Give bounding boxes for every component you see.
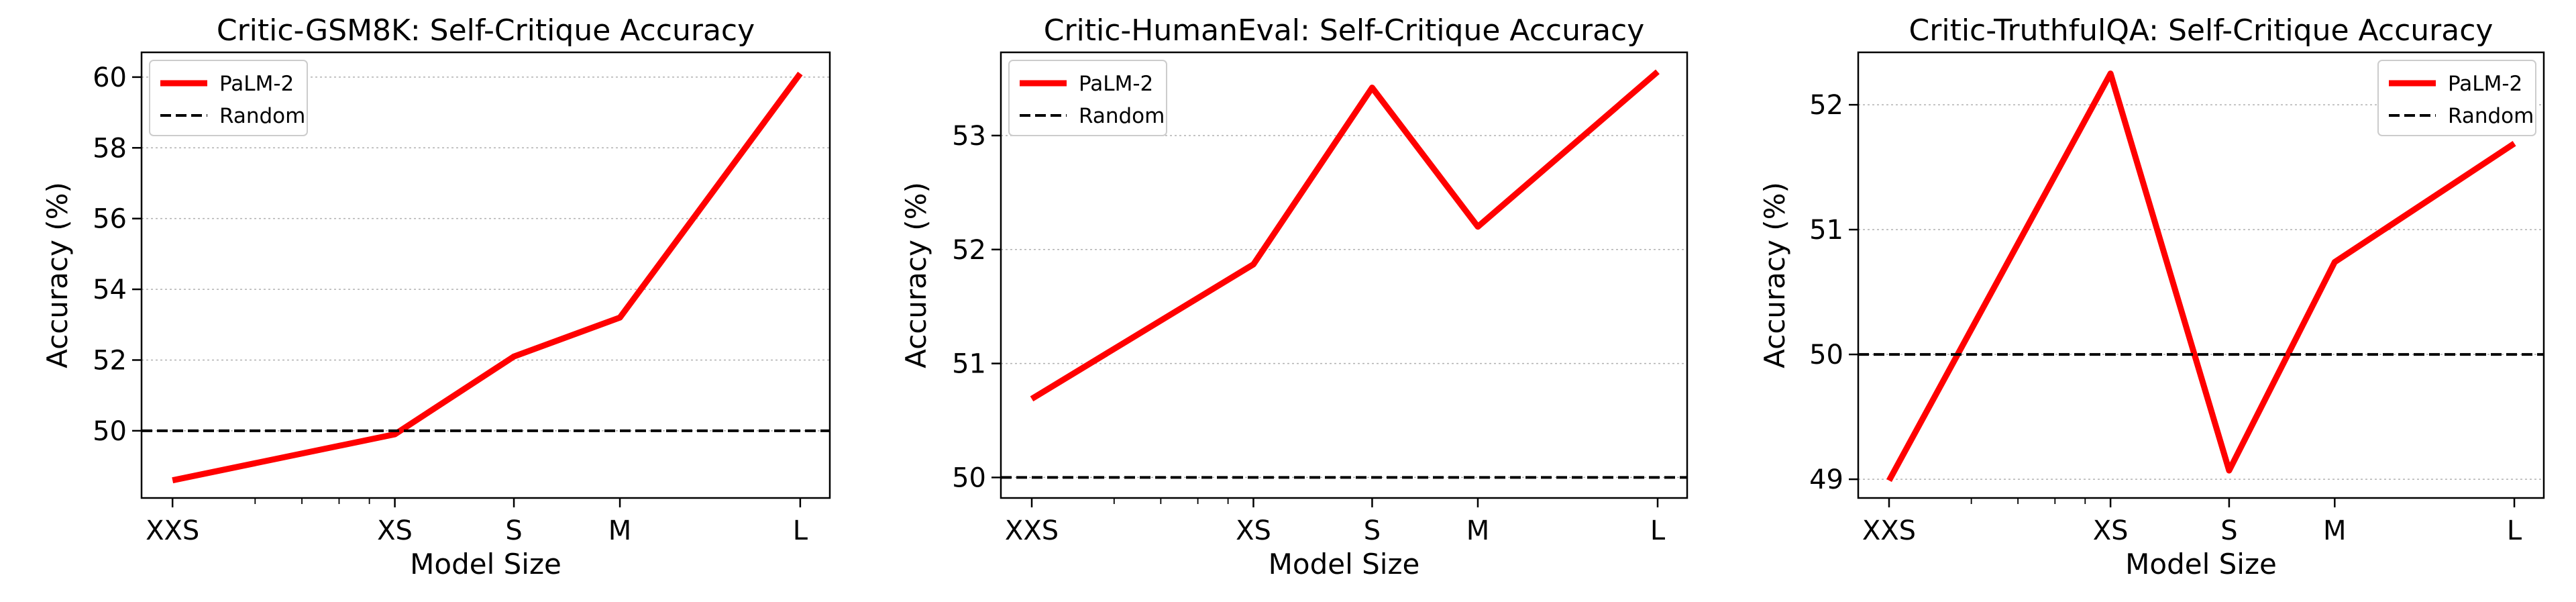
x-tick-label: XXS [146, 515, 199, 546]
y-tick-label: 51 [952, 349, 986, 380]
y-tick-label: 54 [93, 274, 127, 305]
y-axis-label: Accuracy (%) [900, 182, 932, 368]
legend-label: PaLM-2 [2448, 72, 2522, 96]
palm2-series-line [172, 71, 803, 484]
x-tick-label: S [505, 515, 522, 546]
chart-panel-3: Critic-TruthfulQA: Self-Critique Accurac… [1717, 0, 2576, 602]
palm2-series-line [1030, 69, 1660, 402]
x-tick-label: S [1364, 515, 1381, 546]
x-tick-label: S [2220, 515, 2237, 546]
y-tick-label: 49 [1809, 464, 1843, 495]
legend-label: Random [219, 104, 305, 128]
y-tick-label: 50 [1809, 340, 1843, 370]
legend-box [2377, 60, 2536, 136]
y-tick-label: 52 [93, 345, 127, 376]
x-axis-label: Model Size [410, 548, 561, 581]
chart-panel-1: Critic-GSM8K: Self-Critique Accuracy 50 52… [0, 0, 859, 602]
plot-frame [1000, 51, 1688, 499]
x-axis-label: Model Size [2125, 548, 2277, 581]
x-tick-label: XXS [1005, 515, 1059, 546]
y-tick-label: 56 [93, 204, 127, 235]
x-tick-label: XXS [1862, 515, 1916, 546]
legend-label: Random [1079, 104, 1165, 128]
legend-label: Random [2448, 104, 2534, 128]
x-tick-label: M [2323, 515, 2347, 546]
y-axis-label: Accuracy (%) [1758, 182, 1791, 368]
y-tick-label: 50 [93, 416, 127, 447]
x-tick-label: XS [377, 515, 413, 546]
x-tick-label: M [608, 515, 632, 546]
x-axis-label: Model Size [1269, 548, 1420, 581]
y-tick-label: 52 [952, 235, 986, 266]
legend: PaLM-2 Random [1008, 60, 1167, 136]
y-tick-label: 52 [1809, 90, 1843, 121]
x-tick-label: XS [2093, 515, 2129, 546]
x-tick-label: L [793, 515, 808, 546]
legend-box [149, 60, 308, 136]
x-tick-label: L [2507, 515, 2522, 546]
plot-frame [140, 51, 831, 499]
y-tick-label: 53 [952, 121, 986, 152]
chart-panel-2: Critic-HumanEval: Self-Critique Accuracy… [859, 0, 1717, 602]
palm2-series-line [1886, 70, 2516, 483]
chart-title: Critic-TruthfulQA: Self-Critique Accurac… [1909, 13, 2493, 48]
chart-title: Critic-GSM8K: Self-Critique Accuracy [217, 13, 755, 48]
legend-box [1008, 60, 1167, 136]
y-tick-label: 50 [952, 462, 986, 493]
legend-label: PaLM-2 [219, 72, 294, 96]
legend: PaLM-2 Random [149, 60, 308, 136]
chart-title: Critic-HumanEval: Self-Critique Accuracy [1044, 13, 1645, 48]
y-tick-label: 58 [93, 133, 127, 164]
chart-svg: Critic-GSM8K: Self-Critique Accuracy 50 52… [41, 13, 831, 581]
x-tick-label: M [1466, 515, 1490, 546]
chart-svg: Critic-TruthfulQA: Self-Critique Accurac… [1758, 13, 2545, 581]
y-tick-label: 51 [1809, 215, 1843, 246]
chart-svg: Critic-HumanEval: Self-Critique Accuracy… [900, 13, 1688, 581]
legend: PaLM-2 Random [2377, 60, 2536, 136]
x-tick-label: L [1650, 515, 1666, 546]
legend-label: PaLM-2 [1079, 72, 1153, 96]
y-tick-label: 60 [93, 62, 127, 93]
plot-frame [1857, 51, 2545, 499]
x-tick-label: XS [1236, 515, 1271, 546]
y-axis-label: Accuracy (%) [41, 182, 74, 368]
